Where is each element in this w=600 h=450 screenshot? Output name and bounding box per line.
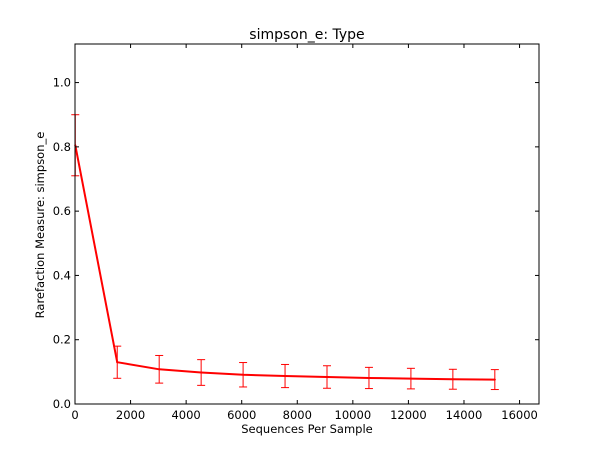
x-axis-label: Sequences Per Sample (241, 422, 372, 436)
x-tick-label: 8000 (283, 408, 312, 422)
x-tick-label: 14000 (446, 408, 483, 422)
data-point (326, 376, 329, 378)
axis-ticks: 0 2000 4000 6000 8000 10000 12000 14000 16000 0.0… (53, 44, 539, 422)
plot-area (71, 114, 499, 391)
data-point (493, 378, 496, 381)
x-tick-label: 10000 (335, 408, 372, 422)
data-point (367, 376, 370, 379)
x-tick-label: 2000 (116, 408, 145, 422)
data-point (451, 378, 454, 381)
data-point (158, 368, 161, 371)
y-axis-label: Rarefaction Measure: simpson_e (33, 132, 47, 319)
y-tick-label: 0.2 (53, 333, 71, 347)
y-tick-label: 1.0 (53, 76, 71, 90)
x-tick-label: 12000 (390, 408, 427, 422)
plot-frame (74, 43, 540, 405)
x-tick-label: 0 (71, 408, 78, 422)
y-tick-label: 0.4 (53, 268, 71, 282)
y-tick-label: 0.8 (53, 140, 71, 154)
x-tick-label: 16000 (501, 408, 538, 422)
data-point (200, 371, 203, 374)
y-tick-label: 0.0 (53, 397, 71, 411)
series-line (74, 145, 495, 381)
x-tick-label: 6000 (227, 408, 256, 422)
chart-title: simpson_e: Type (249, 27, 364, 43)
x-tick-label: 4000 (171, 408, 200, 422)
data-point (284, 375, 287, 378)
data-point (242, 373, 245, 376)
data-point (409, 377, 412, 380)
y-tick-label: 0.6 (53, 204, 71, 218)
data-point (116, 361, 119, 364)
